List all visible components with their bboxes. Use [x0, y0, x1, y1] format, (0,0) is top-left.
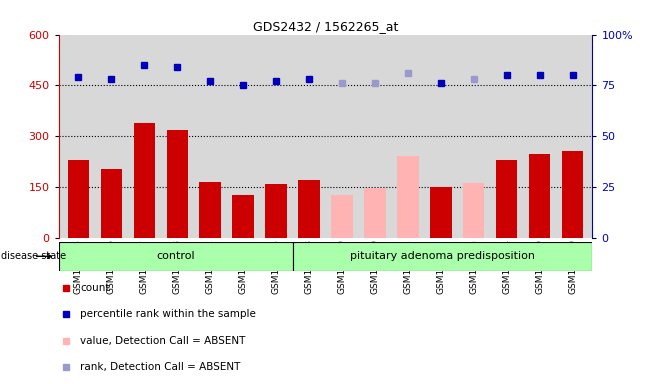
Bar: [397, 156, 419, 238]
Bar: [68, 160, 89, 238]
Bar: [430, 187, 452, 238]
Bar: [59, 242, 292, 271]
Text: value, Detection Call = ABSENT: value, Detection Call = ABSENT: [80, 336, 245, 346]
Bar: [562, 151, 583, 238]
Bar: [463, 183, 484, 238]
Bar: [298, 180, 320, 238]
Bar: [496, 160, 518, 238]
Bar: [199, 182, 221, 238]
Bar: [292, 242, 592, 271]
Bar: [266, 184, 287, 238]
Text: count: count: [80, 283, 109, 293]
Text: percentile rank within the sample: percentile rank within the sample: [80, 309, 256, 319]
Text: control: control: [156, 251, 195, 262]
Bar: [232, 195, 254, 238]
Text: pituitary adenoma predisposition: pituitary adenoma predisposition: [350, 251, 535, 262]
Bar: [167, 130, 188, 238]
Bar: [101, 169, 122, 238]
Bar: [529, 154, 550, 238]
Bar: [331, 195, 353, 238]
Title: GDS2432 / 1562265_at: GDS2432 / 1562265_at: [253, 20, 398, 33]
Bar: [364, 188, 385, 238]
Text: disease state: disease state: [1, 251, 66, 262]
Text: rank, Detection Call = ABSENT: rank, Detection Call = ABSENT: [80, 362, 240, 372]
Bar: [133, 123, 155, 238]
